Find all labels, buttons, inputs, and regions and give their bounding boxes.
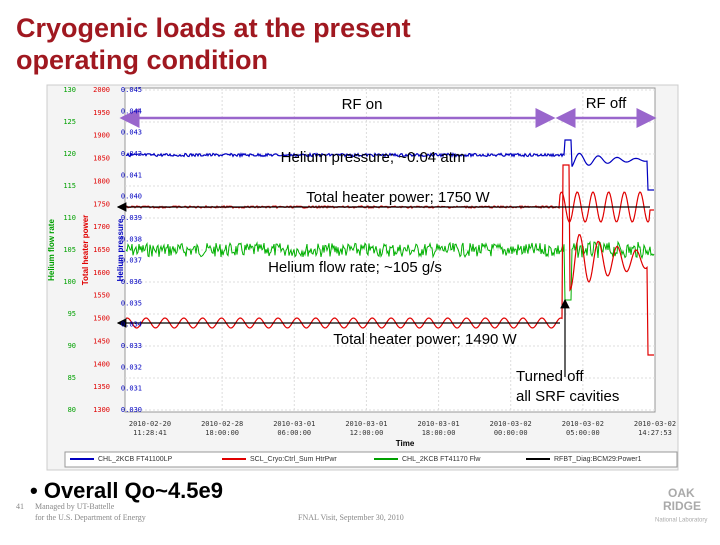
annotation: Total heater power; 1750 W — [306, 189, 490, 206]
y-tick-label: 1500 — [93, 315, 110, 323]
y-tick-label: 0.039 — [121, 214, 142, 222]
annotation: RF on — [342, 96, 383, 113]
title-line: Cryogenic loads at the present — [16, 13, 411, 43]
y-tick-label: 125 — [63, 118, 76, 126]
y-tick-label: 85 — [68, 374, 76, 382]
trace — [125, 139, 654, 191]
y-tick-label: 1850 — [93, 155, 110, 163]
x-tick-label: 06:00:00 — [277, 429, 311, 437]
x-tick-label: 12:00:00 — [350, 429, 384, 437]
legend-label: RFBT_Diag:BCM29:Power1 — [554, 456, 642, 463]
y-tick-label: 90 — [68, 342, 76, 350]
y-tick-label: 0.044 — [121, 107, 142, 115]
trace — [125, 164, 654, 356]
x-tick-label: 2010-03-01 — [345, 420, 387, 428]
y-tick-label: 0.036 — [121, 278, 142, 286]
axis-title: Total heater power — [81, 215, 90, 286]
page-number: 41 — [16, 502, 24, 511]
y-tick-label: 130 — [63, 86, 76, 94]
x-tick-label: 2010-03-02 — [634, 420, 676, 428]
y-tick-label: 0.037 — [121, 257, 142, 265]
x-tick-label: 2010-03-02 — [490, 420, 532, 428]
x-axis-title: Time — [396, 439, 415, 448]
y-tick-label: 0.043 — [121, 129, 142, 137]
y-tick-label: 0.038 — [121, 235, 142, 243]
legend — [64, 451, 678, 468]
x-tick-label: 14:27:53 — [638, 429, 672, 437]
legend-label: CHL_2KCB FT41170 Flw — [402, 456, 481, 463]
y-tick-label: 1650 — [93, 246, 110, 254]
y-tick-label: 0.030 — [121, 406, 142, 414]
x-tick-label: 18:00:00 — [422, 429, 456, 437]
y-tick-label: 0.034 — [121, 321, 142, 329]
logo: National Laboratory — [655, 518, 707, 524]
annotation: Turned off — [516, 368, 584, 385]
x-tick-label: 2010-03-02 — [562, 420, 604, 428]
y-tick-label: 1450 — [93, 337, 110, 345]
y-tick-label: 0.031 — [121, 385, 142, 393]
y-tick-label: 0.045 — [121, 86, 142, 94]
axis-title: Helium flow rate — [47, 219, 56, 281]
y-tick-label: 110 — [63, 214, 76, 222]
y-tick-label: 1600 — [93, 269, 110, 277]
bullet-text: Overall Qo~4.5e9 — [44, 478, 223, 503]
footer-text: FNAL Visit, September 30, 2010 — [298, 513, 404, 522]
axis-title: Helium pressure — [116, 218, 125, 281]
x-tick-label: 00:00:00 — [494, 429, 528, 437]
title-line: operating condition — [16, 45, 268, 75]
y-tick-label: 1700 — [93, 223, 110, 231]
y-tick-label: 95 — [68, 310, 76, 318]
x-tick-label: 2010-02-28 — [201, 420, 243, 428]
y-tick-label: 0.033 — [121, 342, 142, 350]
y-tick-label: 1300 — [93, 406, 110, 414]
x-tick-label: 2010-03-01 — [273, 420, 315, 428]
y-tick-label: 1350 — [93, 383, 110, 391]
annotation: Helium pressure; ~0.04 atm — [281, 149, 466, 166]
y-tick-label: 2000 — [93, 86, 110, 94]
y-tick-label: 1550 — [93, 292, 110, 300]
legend-label: SCL_Cryo:Ctrl_Sum HtrPwr — [250, 456, 337, 463]
y-tick-label: 1900 — [93, 132, 110, 140]
y-tick-label: 0.032 — [121, 363, 142, 371]
x-tick-label: 05:00:00 — [566, 429, 600, 437]
footer-text: Managed by UT-Battelle — [35, 502, 115, 511]
y-tick-label: 0.041 — [121, 171, 142, 179]
annotation: Helium flow rate; ~105 g/s — [268, 259, 442, 276]
x-tick-label: 18:00:00 — [205, 429, 239, 437]
y-tick-label: 105 — [63, 246, 76, 254]
y-tick-label: 115 — [63, 182, 76, 190]
bullet: • Overall Qo~4.5e9 — [30, 478, 223, 503]
y-tick-label: 1950 — [93, 109, 110, 117]
y-tick-label: 100 — [63, 278, 76, 286]
footer-text: for the U.S. Department of Energy — [35, 513, 146, 522]
y-tick-label: 0.042 — [121, 150, 142, 158]
y-tick-label: 120 — [63, 150, 76, 158]
y-tick-label: 1750 — [93, 200, 110, 208]
logo: RIDGE — [663, 499, 701, 513]
x-tick-label: 2010-03-01 — [417, 420, 459, 428]
annotation: Total heater power; 1490 W — [333, 331, 517, 348]
y-tick-label: 1400 — [93, 360, 110, 368]
y-tick-label: 0.040 — [121, 193, 142, 201]
annotation: all SRF cavities — [516, 388, 619, 405]
annotation: RF off — [586, 95, 627, 112]
legend-label: CHL_2KCB FT41100LP — [98, 456, 173, 463]
y-tick-label: 0.035 — [121, 299, 142, 307]
logo: OAK — [668, 486, 695, 500]
y-tick-label: 1800 — [93, 177, 110, 185]
y-tick-label: 80 — [68, 406, 76, 414]
x-tick-label: 11:28:41 — [133, 429, 167, 437]
x-tick-label: 2010-02-20 — [129, 420, 171, 428]
